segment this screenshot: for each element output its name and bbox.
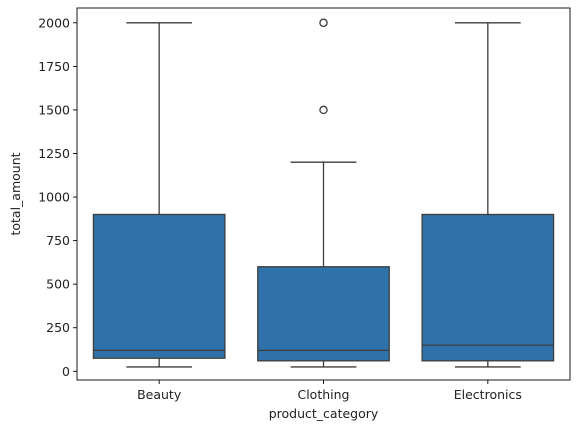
x-tick-label: Beauty (137, 387, 182, 402)
x-tick-label: Electronics (454, 387, 522, 402)
x-axis-label: product_category (269, 406, 379, 421)
y-tick-label: 250 (46, 320, 70, 335)
iqr-box (92, 213, 226, 359)
y-tick-label: 1000 (38, 190, 70, 205)
plot-frame (76, 7, 571, 381)
iqr-box (257, 266, 390, 362)
y-tick-label: 2000 (38, 15, 70, 30)
x-axis-ticks: Beauty Clothing Electronics (137, 380, 522, 402)
y-axis-ticks: 0 250 500 750 1000 1250 1500 1750 2000 (38, 15, 77, 379)
outlier-point (319, 105, 328, 115)
y-tick-label: 0 (62, 364, 70, 379)
boxes-layer (92, 18, 555, 368)
y-tick-label: 500 (46, 277, 70, 292)
x-tick-label: Clothing (297, 387, 349, 402)
box-beauty (92, 22, 226, 368)
y-tick-label: 1750 (38, 59, 70, 74)
box-electronics (421, 22, 555, 368)
y-tick-label: 750 (46, 233, 70, 248)
box-clothing (257, 18, 390, 368)
y-tick-label: 1250 (38, 146, 70, 161)
y-axis-label: total_amount (8, 152, 23, 235)
outlier-point (319, 18, 328, 28)
iqr-box (421, 213, 555, 362)
y-tick-label: 1500 (38, 102, 70, 117)
